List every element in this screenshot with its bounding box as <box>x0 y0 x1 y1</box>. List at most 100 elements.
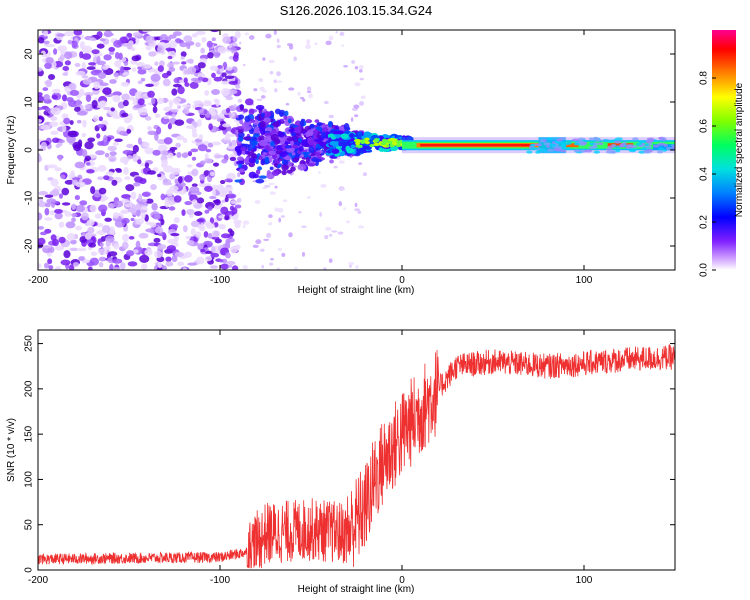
heat-cell <box>137 80 143 85</box>
heat-cell <box>209 265 219 269</box>
heat-cell <box>121 93 130 102</box>
heat-cell <box>142 64 152 69</box>
heat-cell <box>324 100 329 105</box>
heat-cell <box>530 143 535 147</box>
heat-cell <box>360 95 366 100</box>
heat-cell <box>266 169 271 176</box>
heat-cell <box>81 75 89 79</box>
heat-cell <box>135 218 145 225</box>
heat-cell <box>138 232 149 239</box>
heat-cell <box>98 116 104 122</box>
heat-cell <box>63 250 71 259</box>
heat-cell <box>191 183 198 188</box>
heat-cell <box>44 207 50 216</box>
heat-cell <box>145 35 155 44</box>
heat-cell <box>89 37 97 42</box>
heat-cell <box>235 129 239 135</box>
heat-cell <box>189 81 199 89</box>
heat-cell <box>63 117 71 125</box>
heat-cell <box>286 43 293 47</box>
heat-cell <box>112 94 121 103</box>
heat-cell <box>98 82 109 87</box>
heat-cell <box>55 143 61 148</box>
heat-cell <box>171 88 178 96</box>
heat-cell <box>338 140 343 147</box>
heat-cell <box>43 262 50 269</box>
heat-cell <box>329 233 333 237</box>
colorbar-tick-label: 0.2 <box>699 215 710 229</box>
heat-cell <box>120 65 125 74</box>
heat-cell <box>269 140 275 147</box>
heat-cell <box>85 94 92 102</box>
heat-cell <box>200 47 206 54</box>
heat-cell <box>169 223 179 230</box>
heat-cell <box>237 98 243 103</box>
heat-cell <box>97 176 104 180</box>
heat-cell <box>573 149 581 153</box>
heat-cell <box>111 179 118 186</box>
heat-cell <box>167 152 174 159</box>
heat-cell <box>214 238 222 244</box>
heat-cell <box>218 223 226 230</box>
heat-cell <box>225 96 233 101</box>
heat-cell <box>186 164 193 168</box>
heat-cell <box>177 261 185 267</box>
heat-cell <box>54 212 63 220</box>
heat-cell <box>129 96 135 101</box>
heat-cell <box>38 111 42 117</box>
heat-cell <box>141 263 148 270</box>
heat-cell <box>236 197 242 203</box>
heat-cell <box>231 265 239 270</box>
heat-cell <box>150 73 161 82</box>
heat-cell <box>132 32 143 37</box>
heat-cell <box>269 70 274 75</box>
heat-cell <box>75 204 85 213</box>
heat-cell <box>40 124 51 131</box>
heat-cell <box>40 50 46 57</box>
heat-cell <box>560 149 567 153</box>
x-tick-label: -200 <box>28 575 48 586</box>
heat-cell <box>368 138 376 145</box>
snr-frame <box>37 329 676 571</box>
heat-cell <box>284 127 292 135</box>
heat-cell <box>68 83 75 90</box>
heat-cell <box>315 158 323 163</box>
heat-cell <box>638 140 646 144</box>
heat-cell <box>234 222 241 229</box>
heat-cell <box>204 209 210 214</box>
heat-cell <box>165 256 172 262</box>
heat-cell <box>316 133 321 139</box>
heat-cell <box>173 195 182 203</box>
heat-cell <box>51 94 58 100</box>
heat-cell <box>258 175 267 179</box>
heat-cell <box>181 152 189 159</box>
y-tick-label: -10 <box>24 190 35 205</box>
heat-cell <box>172 83 182 88</box>
heat-cell <box>184 174 193 183</box>
heat-cell <box>232 36 236 42</box>
y-tick-label: 200 <box>24 380 35 397</box>
heat-cell <box>157 45 165 54</box>
heat-cell <box>186 208 195 216</box>
heat-cell <box>144 249 153 256</box>
heat-cell <box>262 152 267 156</box>
heat-cell <box>43 30 49 37</box>
heat-cell <box>40 141 47 149</box>
heat-cell <box>220 88 230 97</box>
heat-cell <box>71 40 78 49</box>
heat-cell <box>113 243 120 250</box>
heat-cell <box>113 72 120 77</box>
spectrogram-marks <box>38 30 675 270</box>
heat-cell <box>104 217 112 222</box>
heat-cell <box>274 185 278 189</box>
heat-cell <box>108 46 116 53</box>
heat-cell <box>211 141 222 146</box>
heat-cell <box>214 154 225 159</box>
heat-cell <box>247 144 252 152</box>
heat-cell <box>339 187 346 191</box>
heat-cell <box>122 72 130 76</box>
heat-cell <box>126 250 135 257</box>
heat-cell <box>207 233 213 239</box>
heat-cell <box>553 147 561 151</box>
